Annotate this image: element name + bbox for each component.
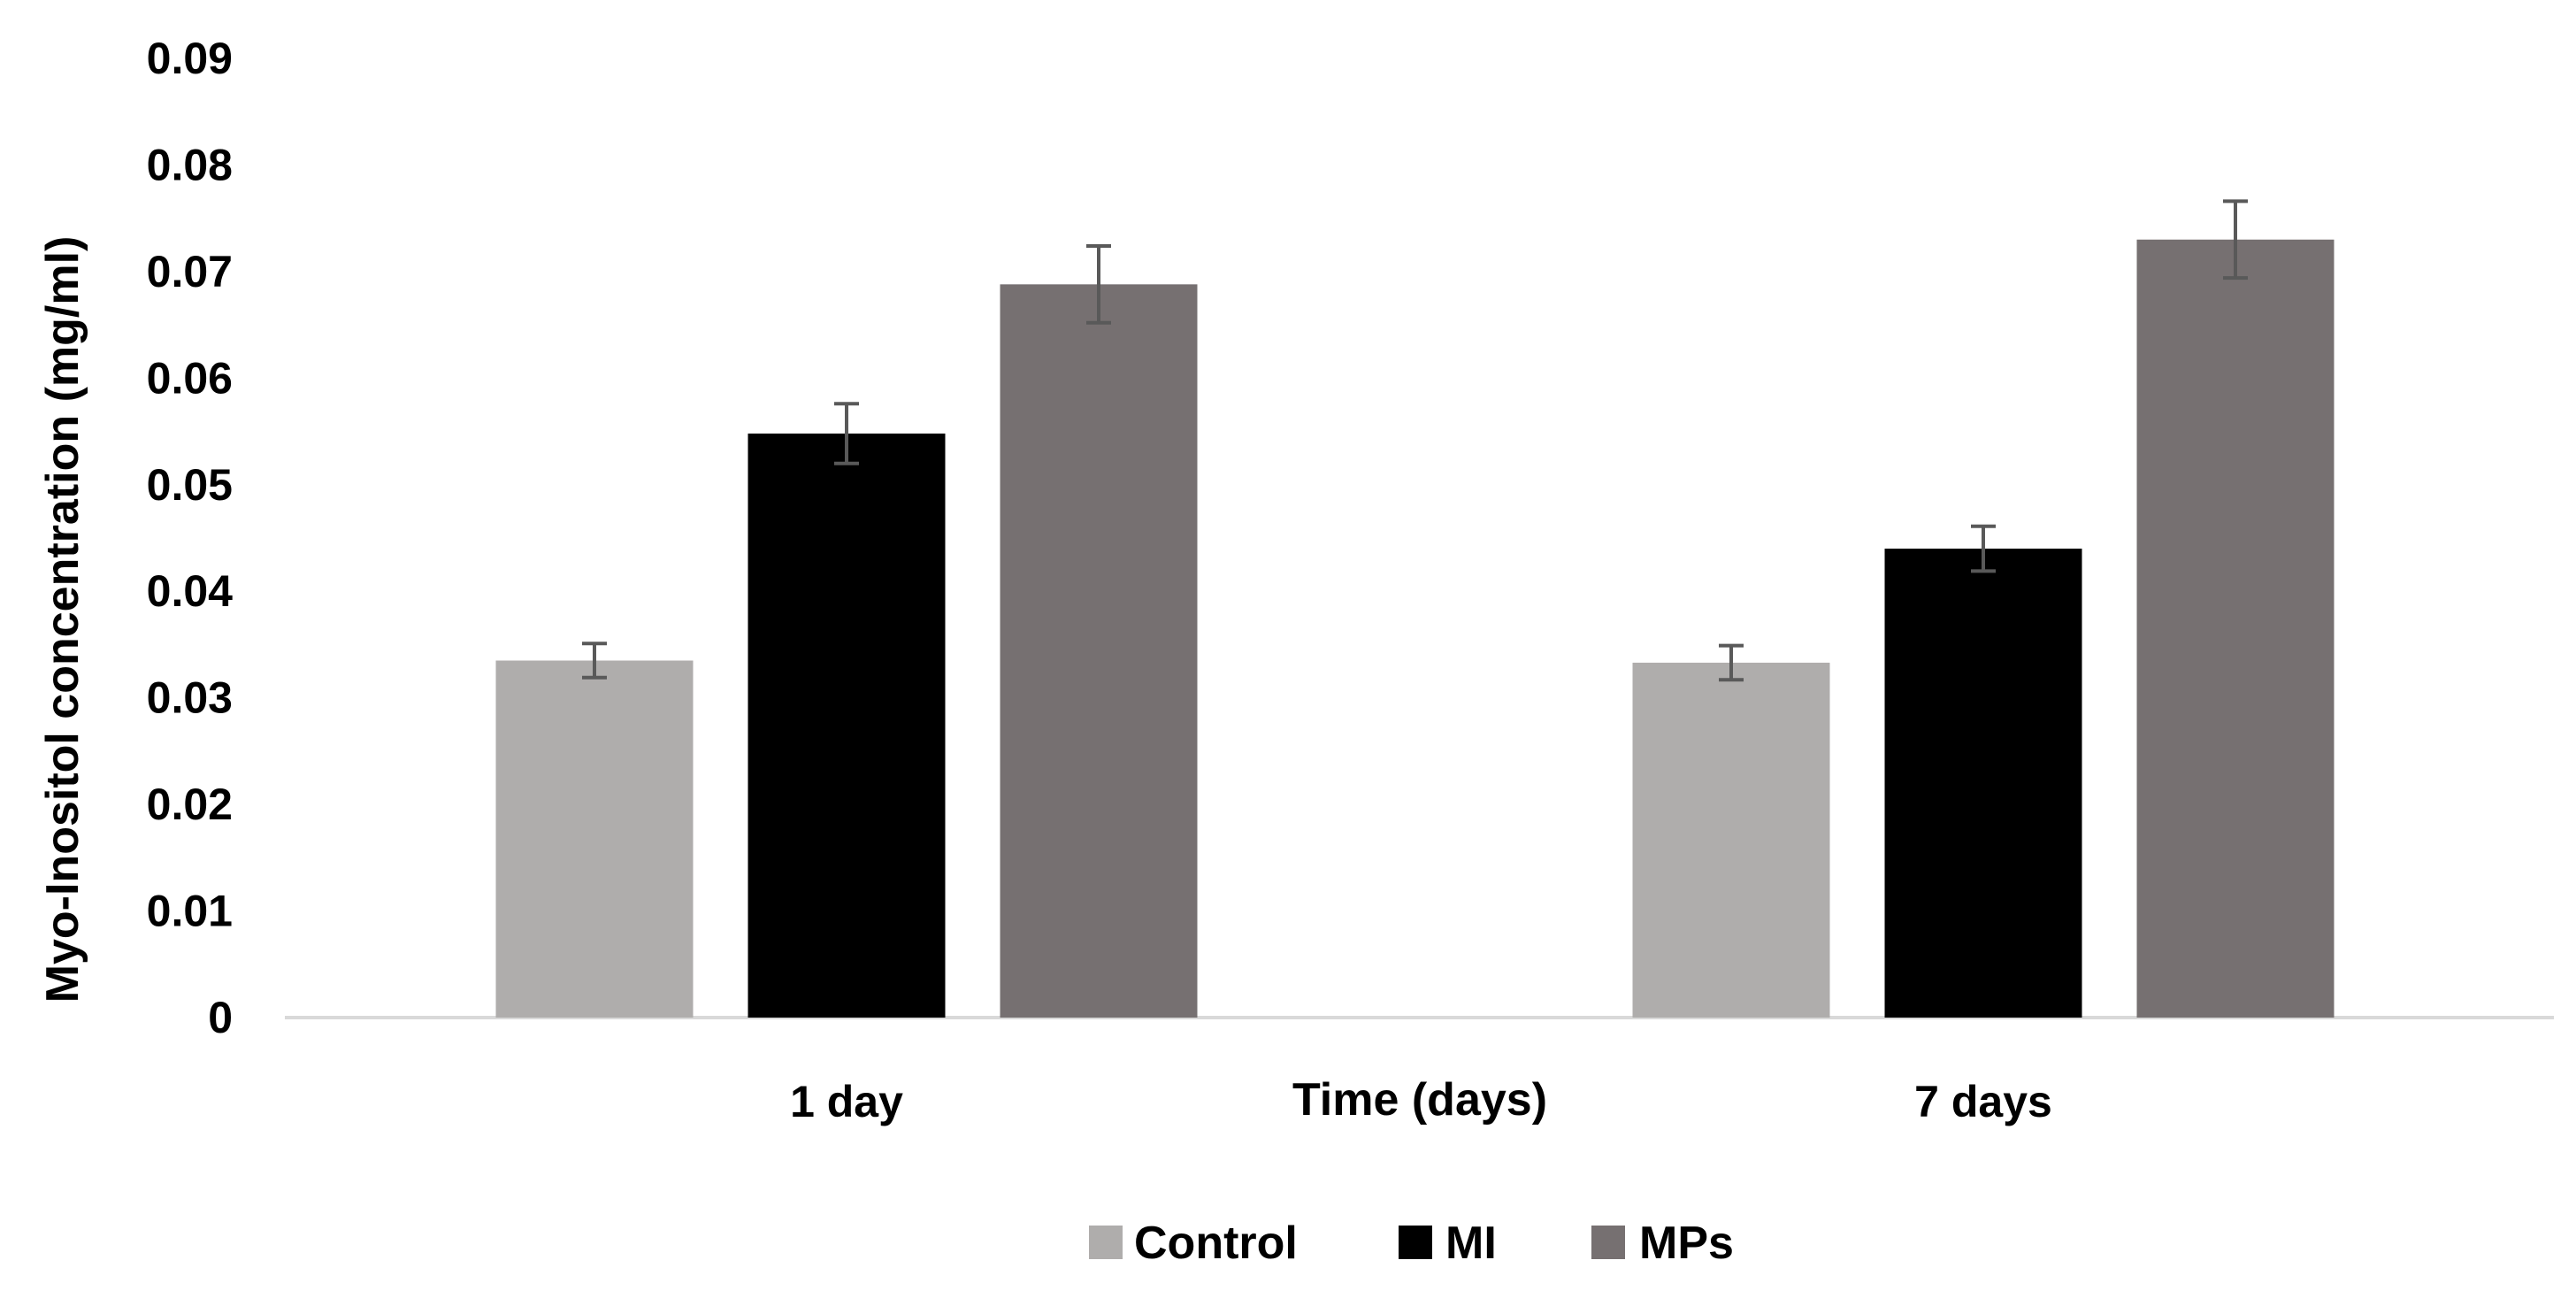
- y-tick-label: 0.03: [147, 673, 233, 723]
- y-axis-ticks: 0 0.01 0.02 0.03 0.04 0.05 0.06 0.07 0.08 0.09: [147, 34, 234, 1042]
- error-bar-mi-7-days: [1971, 524, 1996, 573]
- y-tick-label: 0.06: [147, 353, 233, 403]
- y-tick-label: 0.07: [147, 247, 233, 296]
- bars: [495, 239, 2334, 1018]
- y-tick-label: 0.05: [147, 460, 233, 510]
- error-bars: [582, 199, 2248, 682]
- legend-label: MPs: [1639, 1218, 1734, 1269]
- bar-control-7-days: [1632, 662, 1830, 1018]
- legend-label: MI: [1445, 1218, 1497, 1269]
- x-tick-label: 1 day: [790, 1077, 903, 1126]
- bar-mi-1-day: [748, 433, 946, 1018]
- error-bar-control-1-day: [582, 642, 607, 680]
- bar-mps-1-day: [1000, 284, 1198, 1018]
- y-tick-label: 0.09: [147, 34, 233, 83]
- error-bar-mps-7-days: [2223, 199, 2248, 280]
- bar-mi-7-days: [1884, 549, 2082, 1018]
- y-tick-label: 0.01: [147, 887, 233, 936]
- error-bar-mi-1-day: [834, 402, 859, 465]
- legend-item-control: Control: [1089, 1218, 1298, 1269]
- y-tick-label: 0: [208, 993, 233, 1042]
- x-tick-label: 7 days: [1914, 1077, 2052, 1126]
- bar-mps-7-days: [2136, 239, 2334, 1018]
- legend-swatch: [1399, 1226, 1432, 1259]
- x-axis-title: Time (days): [1292, 1074, 1547, 1126]
- legend-item-mps: MPs: [1591, 1218, 1734, 1269]
- legend-item-mi: MI: [1399, 1218, 1497, 1269]
- legend-label: Control: [1134, 1218, 1298, 1269]
- x-axis-ticks: 1 day 7 days: [790, 1077, 2052, 1126]
- y-axis-title: Myo-Inositol concentration (mg/ml): [37, 236, 88, 1003]
- y-tick-label: 0.08: [147, 140, 233, 189]
- legend-swatch: [1591, 1226, 1625, 1259]
- bar-control-1-day: [495, 660, 694, 1018]
- y-tick-label: 0.04: [147, 566, 234, 616]
- legend: Control MI MPs: [1089, 1218, 1734, 1269]
- error-bar-mps-1-day: [1086, 243, 1111, 325]
- legend-swatch: [1089, 1226, 1123, 1259]
- y-tick-label: 0.02: [147, 780, 233, 829]
- error-bar-control-7-days: [1719, 643, 1744, 682]
